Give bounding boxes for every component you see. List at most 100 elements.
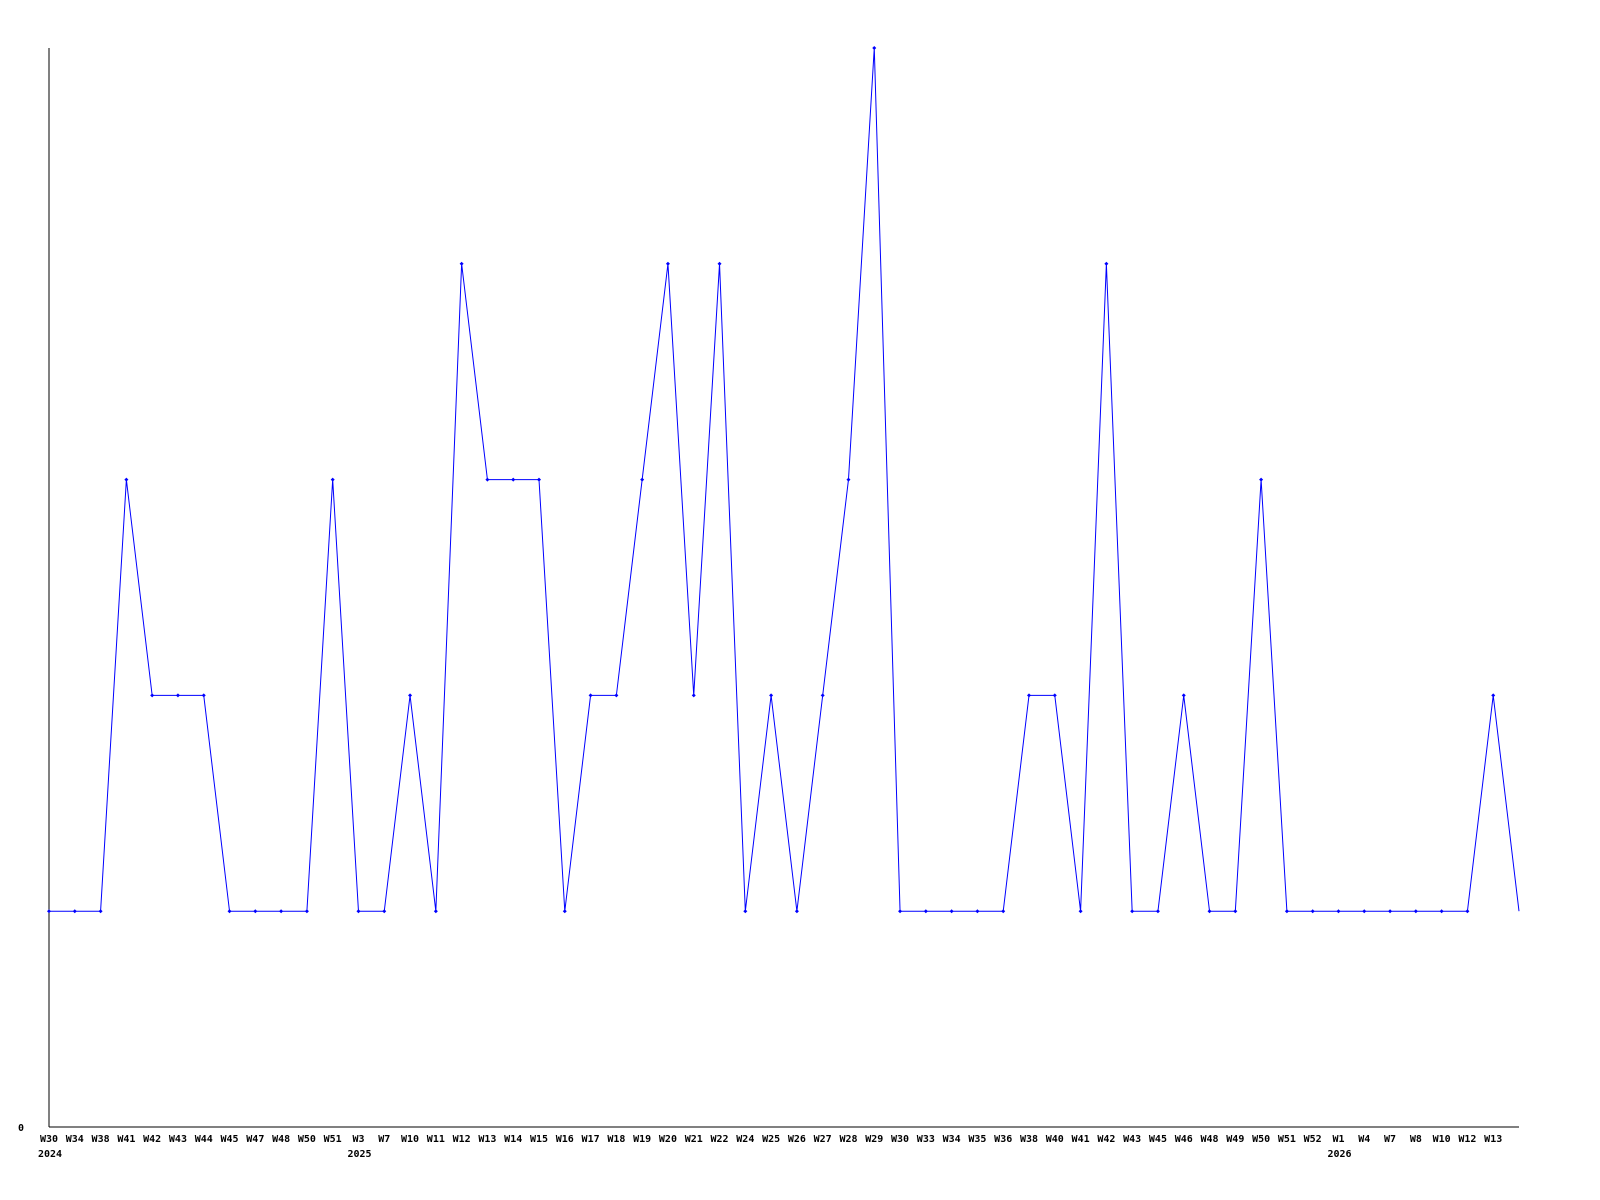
x-tick-label: W51	[324, 1134, 342, 1145]
data-point	[1001, 909, 1006, 914]
x-tick-label: W3	[352, 1134, 364, 1145]
data-point	[72, 909, 77, 914]
x-tick-label: W42	[1097, 1134, 1115, 1145]
x-tick-label: W4	[1358, 1134, 1370, 1145]
data-point	[820, 693, 825, 698]
x-tick-label: W18	[607, 1134, 625, 1145]
x-tick-label: W34	[943, 1134, 961, 1145]
x-tick-label: W50	[1252, 1134, 1270, 1145]
x-tick-label: W36	[994, 1134, 1012, 1145]
data-point	[794, 909, 799, 914]
data-point	[98, 909, 103, 914]
x-tick-label: W44	[195, 1134, 213, 1145]
data-point	[588, 693, 593, 698]
data-point	[743, 909, 748, 914]
data-point	[1104, 261, 1109, 266]
x-tick-label: W48	[1200, 1134, 1218, 1145]
data-point	[485, 477, 490, 482]
data-point	[1155, 909, 1160, 914]
data-point	[975, 909, 980, 914]
x-tick-label: W10	[401, 1134, 419, 1145]
x-tick-label: W20	[659, 1134, 677, 1145]
x-tick-label: W40	[1046, 1134, 1064, 1145]
data-point	[459, 261, 464, 266]
x-tick-label: W12	[453, 1134, 471, 1145]
x-tick-label: W14	[504, 1134, 522, 1145]
data-point	[382, 909, 387, 914]
data-point	[253, 909, 258, 914]
data-point	[1388, 909, 1393, 914]
x-tick-label: W41	[1072, 1134, 1090, 1145]
x-tick-label: W7	[378, 1134, 390, 1145]
x-tick-label: W48	[272, 1134, 290, 1145]
x-tick-label: W43	[1123, 1134, 1141, 1145]
data-point	[537, 477, 541, 482]
year-label: 2025	[347, 1149, 371, 1160]
data-point	[562, 909, 567, 914]
data-point	[1027, 693, 1031, 698]
x-tick-label: W7	[1384, 1134, 1396, 1145]
x-tick-label: W45	[220, 1134, 238, 1145]
x-tick-label: W35	[968, 1134, 986, 1145]
series-line	[49, 47, 1520, 912]
x-tick-label: W27	[814, 1134, 832, 1145]
x-tick-label: W47	[246, 1134, 264, 1145]
x-tick-label: W45	[1149, 1134, 1167, 1145]
data-point	[846, 477, 851, 482]
x-tick-label: W42	[143, 1134, 161, 1145]
x-tick-label: W30	[891, 1134, 909, 1145]
x-tick-label: W43	[169, 1134, 187, 1145]
x-tick-label: W15	[530, 1134, 548, 1145]
data-point	[923, 909, 928, 914]
data-point	[691, 693, 696, 698]
x-tick-label: W16	[556, 1134, 574, 1145]
x-tick-label: W52	[1304, 1134, 1322, 1145]
data-point	[279, 909, 284, 914]
data-point	[227, 909, 232, 914]
data-point	[330, 477, 335, 482]
data-point	[1336, 909, 1341, 914]
x-tick-label: W12	[1458, 1134, 1476, 1145]
x-tick-label: W13	[1484, 1134, 1502, 1145]
x-tick-label: W13	[478, 1134, 496, 1145]
data-point	[408, 693, 413, 698]
x-tick-label: W22	[710, 1134, 728, 1145]
data-point	[717, 261, 722, 266]
data-point	[614, 693, 619, 698]
x-tick-label: W38	[92, 1134, 110, 1145]
x-tick-label: W30	[40, 1134, 58, 1145]
data-point	[175, 693, 180, 698]
x-tick-label: W49	[1226, 1134, 1244, 1145]
x-tick-label: W8	[1410, 1134, 1422, 1145]
data-point	[872, 46, 877, 50]
data-point	[1439, 909, 1444, 914]
x-tick-label: W11	[427, 1134, 445, 1145]
data-point	[1310, 909, 1315, 914]
x-tick-label: W46	[1175, 1134, 1193, 1145]
x-tick-label: W1	[1332, 1134, 1344, 1145]
data-point	[665, 261, 670, 266]
x-tick-label: W38	[1020, 1134, 1038, 1145]
data-point	[1233, 909, 1238, 914]
x-tick-label: W34	[66, 1134, 84, 1145]
data-point	[304, 909, 309, 914]
x-tick-label: W29	[865, 1134, 883, 1145]
data-point	[433, 909, 438, 914]
data-point	[124, 477, 129, 482]
data-point	[1362, 909, 1367, 914]
x-tick-label: W50	[298, 1134, 316, 1145]
data-point	[1284, 909, 1289, 914]
data-point	[1078, 909, 1083, 914]
data-point	[898, 909, 903, 914]
x-tick-label: W10	[1433, 1134, 1451, 1145]
x-tick-label: W51	[1278, 1134, 1296, 1145]
y-tick-label: 0	[18, 1123, 24, 1134]
data-point	[949, 909, 954, 914]
x-tick-label: W21	[685, 1134, 703, 1145]
x-tick-label: W19	[633, 1134, 651, 1145]
x-tick-label: W41	[117, 1134, 135, 1145]
data-point	[150, 693, 155, 698]
data-point	[769, 693, 774, 698]
data-point	[356, 909, 361, 914]
